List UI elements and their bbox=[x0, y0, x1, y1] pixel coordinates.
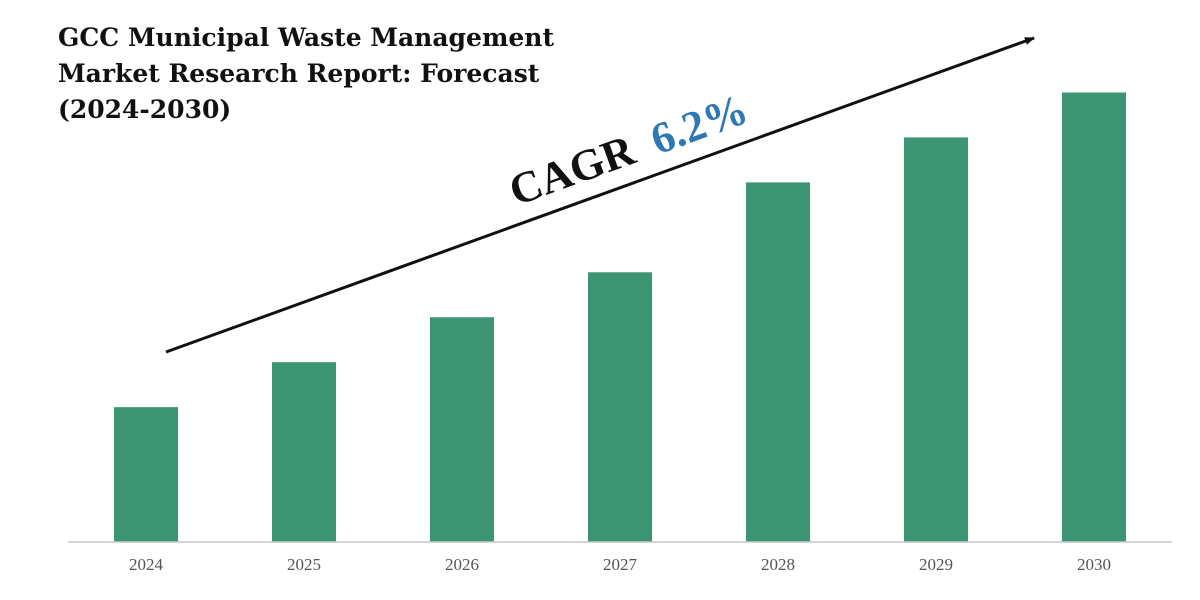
cagr-value: 6.2% bbox=[644, 84, 754, 164]
cagr-prefix: CAGR bbox=[503, 125, 643, 216]
bar-2024 bbox=[114, 407, 178, 542]
bar-2030 bbox=[1062, 92, 1126, 542]
x-tick-label-2028: 2028 bbox=[761, 555, 795, 574]
bar-2028 bbox=[746, 182, 810, 542]
x-tick-label-2029: 2029 bbox=[919, 555, 953, 574]
x-tick-labels: 2024 2025 2026 2027 2028 2029 2030 bbox=[129, 555, 1111, 574]
x-tick-label-2030: 2030 bbox=[1077, 555, 1111, 574]
trend-arrow bbox=[165, 36, 1035, 354]
x-tick-label-2026: 2026 bbox=[445, 555, 479, 574]
bar-2027 bbox=[588, 272, 652, 542]
chart-title: GCC Municipal Waste Management Market Re… bbox=[58, 20, 578, 128]
cagr-annotation: CAGR 6.2% bbox=[503, 84, 754, 215]
x-tick-label-2024: 2024 bbox=[129, 555, 164, 574]
bars bbox=[114, 92, 1126, 542]
chart-title-line-1: GCC Municipal Waste Management bbox=[58, 23, 555, 52]
chart-title-line-2: Market Research Report: Forecast bbox=[58, 59, 540, 88]
bar-2025 bbox=[272, 362, 336, 542]
bar-2029 bbox=[904, 137, 968, 542]
x-tick-label-2027: 2027 bbox=[603, 555, 638, 574]
bar-2026 bbox=[430, 317, 494, 542]
chart-title-line-3: (2024-2030) bbox=[58, 95, 232, 124]
x-tick-label-2025: 2025 bbox=[287, 555, 321, 574]
